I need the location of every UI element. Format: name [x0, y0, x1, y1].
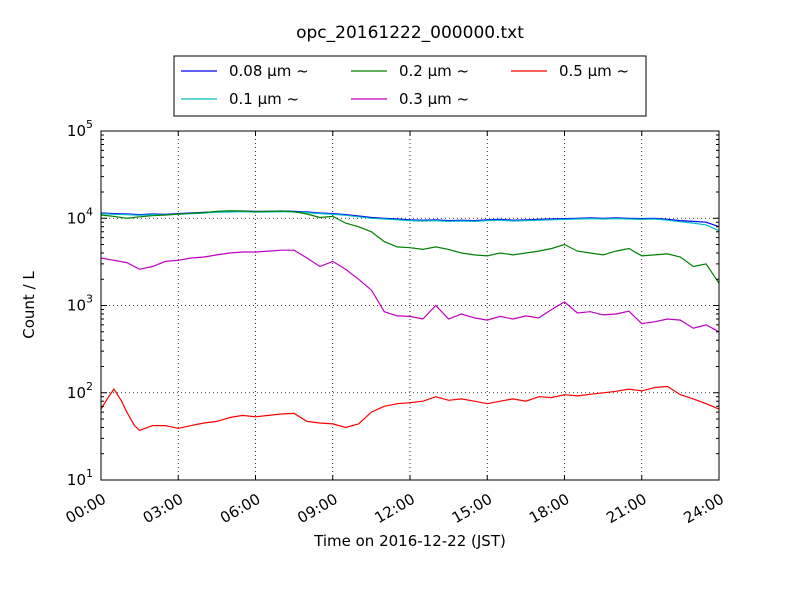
legend-label-3: 0.3 μm ~ — [399, 90, 469, 108]
x-axis-label: Time on 2016-12-22 (JST) — [313, 532, 506, 550]
legend: 0.08 μm ~ 0.1 μm ~ 0.2 μm ~ 0.3 μm ~ 0.5 μm … — [173, 55, 647, 117]
ticks — [100, 130, 720, 481]
series-line-2 — [100, 210, 720, 284]
series-lines — [100, 210, 720, 432]
y-tick-label: 105 — [67, 118, 93, 140]
y-tick-labels: 101 102 103 104 105 — [67, 118, 93, 489]
legend-label-4: 0.5 μm ~ — [559, 62, 629, 80]
y-tick-label: 101 — [67, 467, 93, 489]
chart-title: opc_20161222_000000.txt — [296, 23, 524, 43]
series-line-4 — [100, 385, 720, 432]
grid — [101, 131, 719, 480]
y-axis-label: Count / L — [20, 271, 38, 339]
legend-label-0: 0.08 μm ~ — [229, 62, 309, 80]
y-tick-label: 104 — [67, 205, 93, 227]
legend-box — [173, 55, 647, 117]
legend-label-1: 0.1 μm ~ — [229, 90, 299, 108]
legend-label-2: 0.2 μm ~ — [399, 62, 469, 80]
plot-area — [100, 130, 720, 481]
y-tick-label: 103 — [67, 293, 93, 315]
y-tick-label: 102 — [67, 380, 93, 402]
series-line-3 — [100, 249, 720, 333]
